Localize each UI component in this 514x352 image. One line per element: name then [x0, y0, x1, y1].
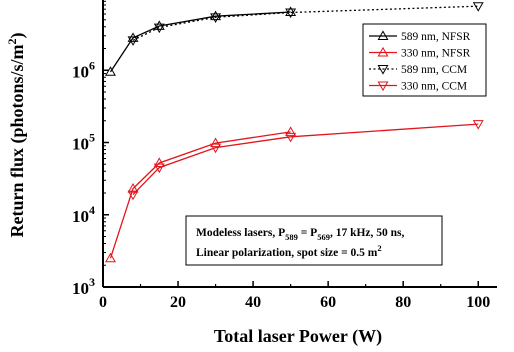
y-axis-label-superscript: 2: [5, 38, 19, 44]
series-3-point-4: [472, 120, 484, 130]
legend-label-1: 330 nm, NFSR: [401, 48, 471, 60]
series-2-point-1: [153, 23, 165, 34]
series-0-point-4: [285, 6, 297, 16]
series-line-3: [132, 123, 479, 196]
x-tick-label: 0: [99, 294, 107, 311]
y-axis-label: Return flux (photons/s/m2): [5, 32, 28, 237]
x-tick-label: 40: [245, 294, 261, 311]
y-axis-label-main: Return flux (photons/s/m: [7, 44, 28, 237]
annotation-box: Modeless lasers, P589 = P569, 17 kHz, 50…: [185, 215, 443, 266]
y-tick-label: 105: [72, 131, 95, 154]
y-tick-base: 10: [72, 135, 89, 154]
y-tick-exponent: 3: [89, 275, 95, 289]
legend: 589 nm, NFSR 330 nm, NFSR 589 nm, CCM 330 n…: [362, 23, 487, 97]
series-0-point-0: [105, 66, 116, 76]
series-3-point-3: [285, 132, 297, 143]
annotation-text: , 17 kHz, 50 ns,: [330, 227, 405, 239]
series-line-0: [109, 11, 291, 73]
annotation-text: = P: [298, 227, 317, 239]
y-tick-exponent: 6: [89, 58, 95, 72]
y-axis-label-close: ): [7, 32, 28, 38]
annotation-text: Modeless lasers, P: [196, 227, 285, 239]
annotation-subscript: 569: [317, 232, 330, 242]
series-2-point-4: [472, 2, 484, 12]
series-2-point-0: [127, 36, 139, 46]
series-1-point-3: [210, 137, 222, 148]
y-tick-label: 104: [72, 203, 95, 226]
series-3-point-1: [153, 163, 165, 174]
y-tick-exponent: 4: [89, 203, 95, 217]
x-tick-label: 80: [395, 294, 411, 311]
series-0-point-1: [127, 32, 139, 42]
series-0-point-3: [210, 10, 222, 21]
series-2-point-2: [210, 13, 222, 23]
series-2-point-3: [285, 8, 297, 19]
series-line-2: [132, 5, 479, 41]
annotation-line-1: Modeless lasers, P589 = P569, 17 kHz, 50…: [196, 227, 405, 242]
annotation-text: Linear polarization, spot size = 0.5 m: [196, 247, 378, 259]
y-tick-base: 10: [72, 207, 89, 226]
x-tick-label: 100: [466, 294, 490, 311]
series-0-point-2: [153, 20, 165, 30]
x-tick-label: 60: [320, 294, 336, 311]
series-1-point-4: [285, 126, 297, 136]
series-1-point-2: [153, 157, 165, 167]
annotation-superscript: 2: [377, 243, 381, 253]
x-axis-label: Total laser Power (W): [214, 326, 382, 347]
series-line-1: [109, 131, 291, 259]
annotation-line-2: Linear polarization, spot size = 0.5 m2: [196, 243, 382, 259]
series-1-point-0: [105, 252, 116, 263]
x-tick-label: 20: [170, 294, 186, 311]
y-tick-exponent: 5: [89, 131, 95, 145]
series-layer: [105, 2, 484, 263]
series-3-point-0: [127, 190, 139, 201]
legend-marker-0: [377, 30, 389, 40]
legend-marker-2: [377, 65, 389, 75]
annotation-frame: [185, 215, 443, 266]
y-tick-label: 103: [72, 275, 95, 298]
y-tick-label: 106: [72, 58, 95, 81]
series-3-point-2: [210, 143, 222, 154]
annotation-subscript: 589: [285, 232, 298, 242]
y-tick-base: 10: [72, 279, 89, 298]
legend-label-2: 589 nm, CCM: [401, 64, 467, 76]
y-tick-base: 10: [72, 62, 89, 81]
legend-label-0: 589 nm, NFSR: [401, 31, 471, 43]
legend-marker-3: [377, 81, 389, 92]
legend-label-3: 330 nm, CCM: [401, 81, 467, 93]
legend-marker-1: [377, 46, 389, 57]
series-1-point-1: [127, 183, 139, 193]
